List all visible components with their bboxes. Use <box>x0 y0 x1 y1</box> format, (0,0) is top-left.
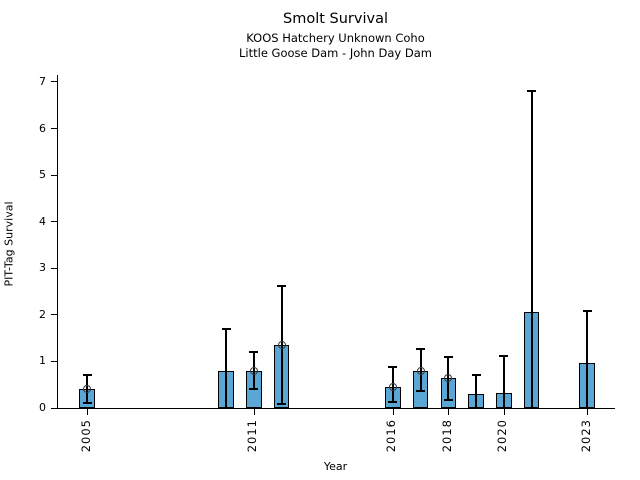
error-cap-top <box>443 356 453 359</box>
y-tick-label: 7 <box>39 75 46 88</box>
y-tick-label: 2 <box>39 307 46 321</box>
x-tick <box>87 409 89 415</box>
y-tick <box>51 314 57 316</box>
x-tick-label: 2016 <box>384 419 399 453</box>
x-tick <box>253 409 255 415</box>
y-tick-label: 1 <box>39 354 46 368</box>
point-marker <box>83 384 92 393</box>
y-tick-label: 6 <box>39 121 46 135</box>
y-tick-label: 5 <box>39 168 46 182</box>
y-tick <box>51 267 57 269</box>
x-axis-label: Year <box>323 460 348 473</box>
y-tick-label: 4 <box>39 214 46 228</box>
x-tick-label: 2018 <box>439 419 454 453</box>
plot-area: 0 1 2 3 4 5 6 7 2005 2011 2016 2018 2020 2023 <box>39 75 615 452</box>
x-tick <box>392 409 394 415</box>
error-cap-top <box>499 354 509 357</box>
error-cap-top <box>221 327 231 330</box>
error-cap-bottom <box>416 390 426 393</box>
error-cap-top <box>82 373 92 376</box>
error-cap-top <box>471 373 481 376</box>
y-tick <box>51 407 57 409</box>
chart-title-block: Smolt Survival KOOS Hatchery Unknown Coh… <box>57 10 614 60</box>
y-tick <box>51 128 57 130</box>
x-tick <box>503 409 505 415</box>
point-marker <box>416 366 425 375</box>
error-cap-top <box>527 90 537 93</box>
error-cap-top <box>416 347 426 350</box>
x-tick <box>448 409 450 415</box>
error-line <box>502 355 505 408</box>
y-tick <box>51 221 57 223</box>
error-cap-top <box>582 309 592 312</box>
error-line <box>225 328 228 408</box>
chart-subtitle-line1: KOOS Hatchery Unknown Coho <box>246 31 425 46</box>
error-line <box>475 374 478 408</box>
error-cap-bottom <box>277 402 287 405</box>
error-cap-bottom <box>388 401 398 404</box>
chart-subtitle-line2: Little Goose Dam - John Day Dam <box>239 45 432 60</box>
error-cap-top <box>388 366 398 368</box>
error-cap-bottom <box>82 401 92 404</box>
point-marker <box>277 340 286 349</box>
y-tick <box>51 174 57 176</box>
error-line <box>530 91 533 408</box>
error-cap-bottom <box>443 398 453 401</box>
error-cap-bottom <box>249 387 259 390</box>
point-marker <box>444 374 453 383</box>
x-tick-label: 2011 <box>245 419 260 453</box>
error-cap-top <box>277 284 287 287</box>
x-tick <box>587 409 589 415</box>
y-tick-label: 0 <box>39 401 46 414</box>
x-tick-label: 2023 <box>578 419 593 453</box>
error-cap-top <box>249 350 259 353</box>
point-marker <box>249 367 258 376</box>
y-tick <box>51 81 57 83</box>
y-tick-label: 3 <box>39 261 46 275</box>
y-tick <box>51 360 57 362</box>
point-marker <box>388 382 397 391</box>
error-line <box>586 310 589 408</box>
x-tick-label: 2005 <box>78 419 93 453</box>
chart-title: Smolt Survival <box>283 11 388 27</box>
x-tick-label: 2020 <box>495 419 510 453</box>
